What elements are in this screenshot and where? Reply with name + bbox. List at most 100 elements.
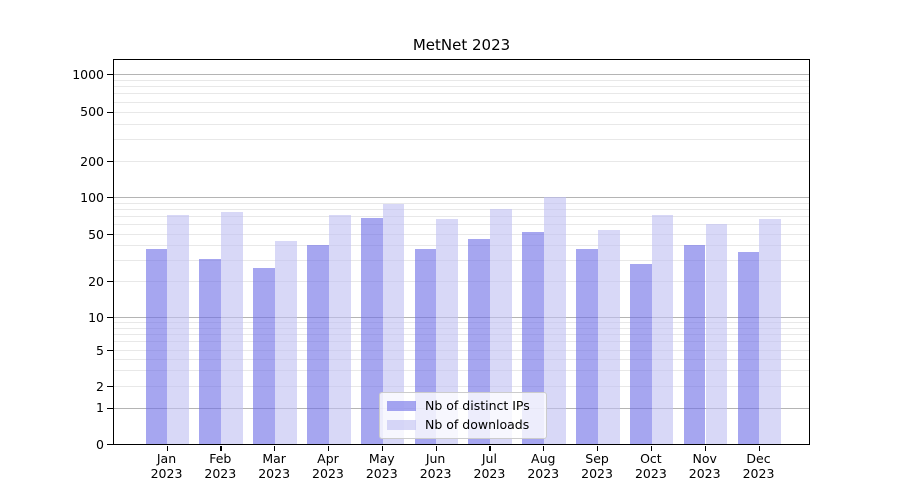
x-tick-label-mar: Mar 2023: [244, 451, 304, 481]
x-tick-may: [381, 446, 383, 451]
y-tick-200: [107, 161, 113, 163]
x-tick-label-jan: Jan 2023: [137, 451, 197, 481]
bar-nb-of-downloads-mar: [274, 240, 297, 444]
bar-nb-of-downloads-nov: [705, 224, 728, 444]
y-tick-1: [107, 407, 113, 409]
x-tick-label-may: May 2023: [352, 451, 412, 481]
minor-gridline-40: [114, 245, 809, 247]
x-tick-mar: [274, 446, 276, 451]
minor-gridline-300: [114, 139, 809, 141]
y-tick-label-500: 500: [80, 104, 104, 119]
bar-nb-of-distinct-ips-nov: [683, 245, 706, 444]
x-tick-label-nov: Nov 2023: [675, 451, 735, 481]
year-label: 2023: [473, 466, 506, 481]
bar-nb-of-downloads-apr: [328, 214, 351, 444]
legend-swatch-distinct-ips: [387, 401, 416, 411]
bar-nb-of-downloads-sep: [597, 229, 620, 444]
x-tick-nov: [704, 446, 706, 451]
x-tick-label-oct: Oct 2023: [621, 451, 681, 481]
month-label: Aug: [531, 451, 556, 466]
x-tick-label-feb: Feb 2023: [190, 451, 250, 481]
bar-nb-of-distinct-ips-sep: [576, 249, 598, 444]
year-label: 2023: [419, 466, 452, 481]
y-tick-label-1: 1: [96, 400, 104, 415]
y-tick-2: [107, 386, 113, 388]
bar-nb-of-distinct-ips-mar: [253, 267, 275, 444]
bar-nb-of-distinct-ips-oct: [629, 263, 652, 444]
year-label: 2023: [258, 466, 291, 481]
minor-gridline-50: [114, 234, 809, 235]
minor-gridline-7: [114, 333, 809, 335]
month-label: Nov: [692, 451, 717, 466]
minor-gridline-600: [114, 101, 809, 103]
major-gridline-100: [114, 197, 809, 198]
x-tick-label-sep: Sep 2023: [567, 451, 627, 481]
y-tick-label-10: 10: [88, 309, 104, 325]
plot-area: [113, 59, 810, 445]
minor-gridline-20: [114, 281, 809, 282]
x-tick-oct: [650, 446, 653, 451]
y-tick-20: [107, 281, 113, 283]
minor-gridline-9: [114, 322, 809, 324]
x-tick-jul: [489, 446, 491, 451]
major-gridline-1000: [114, 74, 809, 75]
y-tick-50: [107, 234, 113, 236]
minor-gridline-700: [114, 93, 809, 95]
year-label: 2023: [365, 466, 398, 481]
month-label: Jul: [481, 451, 497, 466]
month-label: Jan: [156, 451, 177, 466]
y-tick-label-100: 100: [80, 189, 104, 205]
month-label: Feb: [209, 451, 232, 466]
x-tick-jun: [435, 446, 437, 451]
year-label: 2023: [634, 466, 667, 481]
x-tick-label-jun: Jun 2023: [406, 451, 466, 481]
y-tick-label-50: 50: [88, 226, 104, 242]
year-label: 2023: [150, 466, 183, 481]
minor-gridline-30: [114, 260, 809, 262]
minor-gridline-90: [114, 202, 809, 204]
bar-nb-of-downloads-jul: [490, 208, 513, 444]
year-label: 2023: [312, 466, 344, 481]
bar-nb-of-downloads-may: [382, 204, 405, 444]
bar-nb-of-distinct-ips-dec: [737, 252, 760, 444]
bar-nb-of-distinct-ips-jan: [145, 249, 168, 444]
month-label: Apr: [317, 451, 339, 466]
minor-gridline-6: [114, 341, 809, 343]
bar-nb-of-distinct-ips-aug: [522, 231, 545, 444]
x-tick-label-aug: Aug 2023: [513, 451, 573, 481]
minor-gridline-500: [114, 111, 809, 113]
x-tick-jan: [166, 446, 168, 451]
bar-nb-of-downloads-jun: [436, 219, 459, 444]
x-tick-apr: [327, 446, 330, 451]
minor-gridline-900: [114, 79, 809, 81]
bar-nb-of-downloads-oct: [651, 214, 674, 444]
bar-nb-of-distinct-ips-may: [360, 217, 383, 444]
bar-nb-of-downloads-jan: [167, 215, 190, 444]
year-label: 2023: [742, 466, 775, 481]
minor-gridline-2: [114, 386, 809, 387]
y-tick-500: [107, 111, 113, 113]
bar-nb-of-downloads-feb: [221, 211, 243, 444]
y-tick-0: [107, 444, 113, 446]
month-label: Jun: [425, 451, 446, 466]
x-tick-dec: [758, 446, 760, 451]
minor-gridline-70: [114, 216, 809, 218]
major-gridline-10: [114, 317, 809, 318]
legend-swatch-downloads: [387, 420, 416, 430]
legend-label-distinct-ips: Nb of distinct IPs: [425, 398, 530, 413]
bar-nb-of-downloads-aug: [544, 197, 566, 444]
bar-nb-of-distinct-ips-feb: [199, 258, 222, 444]
month-label: Oct: [640, 451, 662, 466]
year-label: 2023: [688, 466, 721, 481]
minor-gridline-60: [114, 224, 809, 226]
year-label: 2023: [581, 466, 613, 481]
minor-gridline-3: [114, 370, 809, 372]
y-tick-label-2: 2: [96, 378, 104, 394]
x-tick-label-dec: Dec 2023: [729, 451, 789, 481]
minor-gridline-4: [114, 358, 809, 360]
x-tick-label-jul: Jul 2023: [459, 451, 519, 481]
year-label: 2023: [204, 466, 237, 481]
bar-nb-of-downloads-dec: [759, 219, 782, 444]
chart-title: MetNet 2023: [412, 36, 511, 54]
